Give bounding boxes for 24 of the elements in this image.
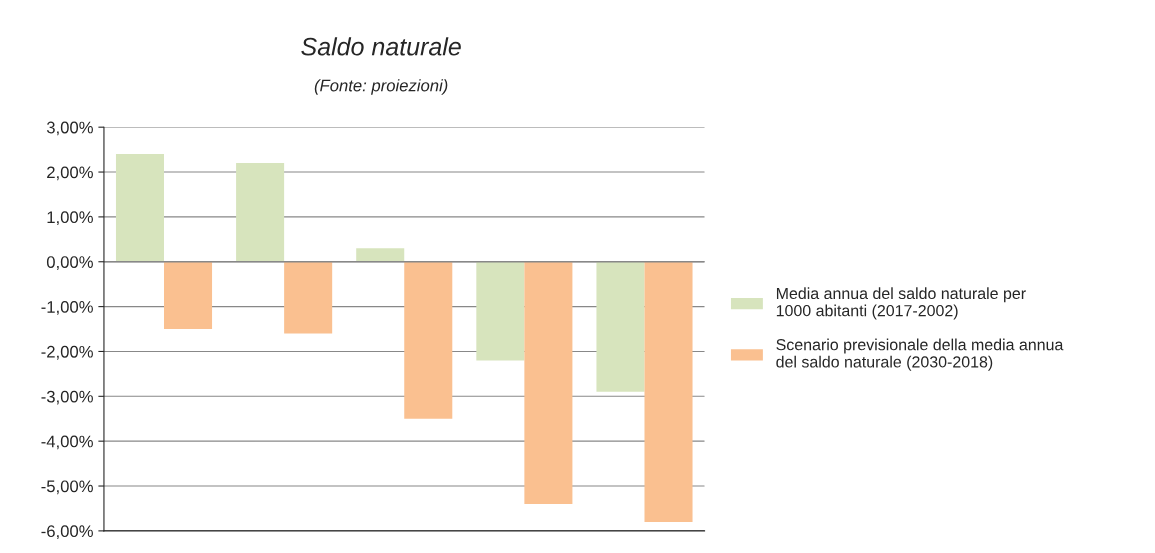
bar	[596, 261, 645, 392]
y-tick-label: 0,00%	[46, 256, 93, 270]
y-tick-label: -4,00%	[41, 435, 93, 450]
y-tick-label: 2,00%	[47, 166, 93, 181]
y-tick-label: 1,00%	[47, 211, 93, 226]
bar	[404, 261, 453, 419]
bar	[524, 261, 573, 504]
bar	[284, 261, 333, 334]
bar	[236, 163, 285, 262]
legend-label: Scenario previsionale della media annua del saldo naturale (2030-2018)	[776, 338, 1064, 371]
bar	[476, 261, 525, 361]
bar	[644, 261, 693, 522]
y-tick-label: 3,00%	[46, 121, 93, 136]
chart-title: Saldo naturale	[301, 37, 461, 56]
chart-subtitle: (Fonte: proiezioni)	[314, 79, 448, 95]
bar	[164, 261, 213, 330]
bar	[356, 248, 405, 262]
y-tick-label: -1,00%	[41, 301, 93, 315]
y-tick-label: -6,00%	[41, 525, 93, 540]
bar	[115, 154, 165, 262]
y-tick-label: -5,00%	[41, 480, 93, 495]
legend-label: Media annua del saldo naturale per 1000 abitanti (2017-2002)	[776, 287, 1026, 320]
y-tick-label: -2,00%	[41, 345, 93, 360]
y-tick-label: -3,00%	[41, 390, 93, 405]
